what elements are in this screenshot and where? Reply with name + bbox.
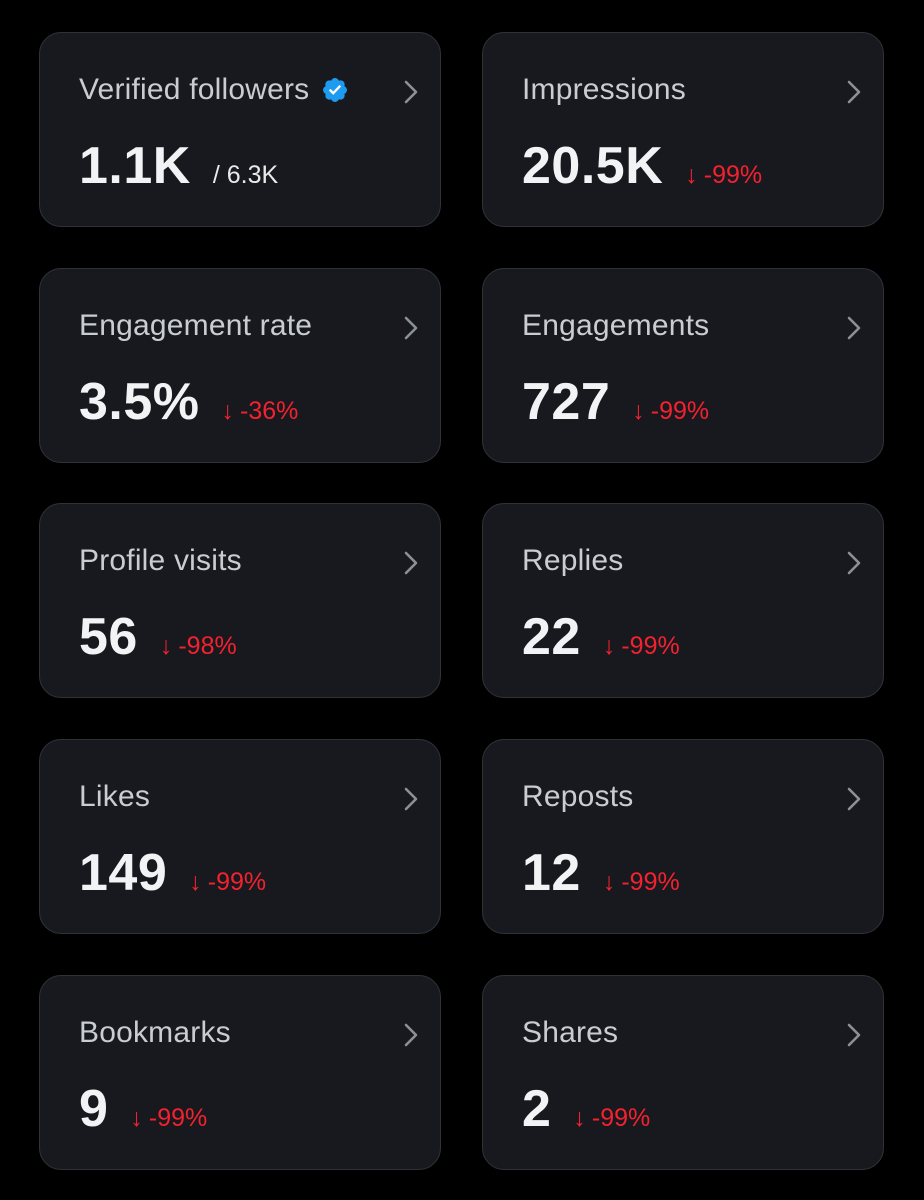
chevron-right-icon bbox=[847, 787, 861, 811]
metric-change: ↓ -99% bbox=[189, 868, 266, 897]
metric-title: Shares bbox=[522, 1016, 619, 1049]
arrow-down-icon: ↓ bbox=[189, 868, 202, 896]
metric-value-row: 9 ↓ -99% bbox=[79, 1079, 207, 1139]
chevron-right-icon bbox=[404, 787, 418, 811]
metric-value: 1.1K bbox=[79, 137, 191, 195]
metric-card-replies[interactable]: Replies 22 ↓ -99% bbox=[482, 503, 884, 698]
metric-change: ↓ -98% bbox=[160, 632, 237, 661]
metric-value: 12 bbox=[522, 844, 581, 902]
metric-value-row: 727 ↓ -99% bbox=[522, 372, 709, 432]
metric-card-verified-followers[interactable]: Verified followers 1.1K / 6.3K bbox=[39, 32, 441, 227]
metric-value: 3.5% bbox=[79, 373, 200, 431]
metric-title: Likes bbox=[79, 780, 151, 813]
metric-title-text: Verified followers bbox=[79, 73, 310, 106]
arrow-down-icon: ↓ bbox=[602, 632, 616, 660]
metric-value-row: 20.5K ↓ -99% bbox=[522, 136, 762, 196]
metric-value: 149 bbox=[79, 844, 168, 902]
metric-value-row: 1.1K / 6.3K bbox=[79, 136, 278, 196]
metric-title: Bookmarks bbox=[79, 1016, 231, 1049]
metric-card-shares[interactable]: Shares 2 ↓ -99% bbox=[482, 975, 884, 1170]
metric-change-value: -98% bbox=[178, 632, 237, 660]
metric-value-row: 56 ↓ -98% bbox=[79, 607, 237, 667]
metric-change: ↓ -99% bbox=[685, 161, 762, 190]
metric-title: Profile visits bbox=[79, 544, 242, 577]
chevron-right-icon bbox=[847, 316, 861, 340]
metric-value: 20.5K bbox=[522, 137, 664, 195]
metric-title: Engagements bbox=[522, 309, 710, 342]
metric-change-value: -36% bbox=[240, 397, 299, 425]
metric-change-value: -99% bbox=[650, 397, 710, 425]
metric-card-profile-visits[interactable]: Profile visits 56 ↓ -98% bbox=[39, 503, 441, 698]
metric-total: / 6.3K bbox=[212, 161, 279, 189]
metric-value-row: 22 ↓ -99% bbox=[522, 607, 680, 667]
metric-change: ↓ -99% bbox=[603, 632, 680, 661]
metric-card-engagements[interactable]: Engagements 727 ↓ -99% bbox=[482, 268, 884, 463]
metric-change-value: -99% bbox=[621, 632, 680, 660]
metric-card-reposts[interactable]: Reposts 12 ↓ -99% bbox=[482, 739, 884, 934]
metric-value: 727 bbox=[522, 373, 611, 431]
arrow-down-icon: ↓ bbox=[159, 632, 173, 660]
metric-value: 56 bbox=[79, 608, 138, 666]
chevron-right-icon bbox=[404, 551, 418, 575]
metric-card-impressions[interactable]: Impressions 20.5K ↓ -99% bbox=[482, 32, 884, 227]
metric-card-engagement-rate[interactable]: Engagement rate 3.5% ↓ -36% bbox=[39, 268, 441, 463]
chevron-right-icon bbox=[404, 1023, 418, 1047]
metric-change-value: -99% bbox=[703, 161, 763, 189]
chevron-right-icon bbox=[847, 551, 861, 575]
arrow-down-icon: ↓ bbox=[573, 1104, 586, 1132]
verified-badge-icon bbox=[323, 78, 348, 102]
arrow-down-icon: ↓ bbox=[632, 397, 645, 425]
metric-card-likes[interactable]: Likes 149 ↓ -99% bbox=[39, 739, 441, 934]
metric-change-value: -99% bbox=[591, 1104, 651, 1132]
arrow-down-icon: ↓ bbox=[130, 1104, 143, 1132]
metric-title: Engagement rate bbox=[79, 309, 313, 342]
metric-value-row: 2 ↓ -99% bbox=[522, 1079, 650, 1139]
metric-change-value: -99% bbox=[148, 1104, 208, 1132]
chevron-right-icon bbox=[847, 80, 861, 104]
chevron-right-icon bbox=[404, 316, 418, 340]
metric-change: ↓ -36% bbox=[222, 397, 299, 426]
chevron-right-icon bbox=[847, 1023, 861, 1047]
arrow-down-icon: ↓ bbox=[685, 161, 698, 189]
metric-title: Verified followers bbox=[79, 73, 349, 107]
metric-value: 2 bbox=[522, 1080, 552, 1138]
metric-title: Impressions bbox=[522, 73, 686, 106]
metric-change: ↓ -99% bbox=[573, 1104, 650, 1133]
metric-change-value: -99% bbox=[621, 868, 680, 896]
metric-change: ↓ -99% bbox=[130, 1104, 207, 1133]
metric-change: ↓ -99% bbox=[603, 868, 680, 897]
arrow-down-icon: ↓ bbox=[602, 868, 616, 896]
metric-title: Reposts bbox=[522, 780, 634, 813]
metric-value: 9 bbox=[79, 1080, 109, 1138]
metric-change: ↓ -99% bbox=[632, 397, 709, 426]
metric-value-row: 149 ↓ -99% bbox=[79, 843, 266, 903]
chevron-right-icon bbox=[404, 80, 418, 104]
metric-change-value: -99% bbox=[207, 868, 267, 896]
metric-value: 22 bbox=[522, 608, 581, 666]
arrow-down-icon: ↓ bbox=[221, 397, 235, 425]
metric-title: Replies bbox=[522, 544, 624, 577]
metric-card-bookmarks[interactable]: Bookmarks 9 ↓ -99% bbox=[39, 975, 441, 1170]
metric-value-row: 12 ↓ -99% bbox=[522, 843, 680, 903]
metric-value-row: 3.5% ↓ -36% bbox=[79, 372, 298, 432]
